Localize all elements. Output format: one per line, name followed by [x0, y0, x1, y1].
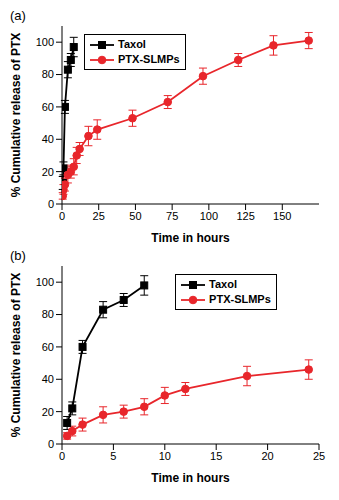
svg-text:40: 40 [42, 133, 54, 145]
svg-text:60: 60 [42, 101, 54, 113]
svg-text:15: 15 [210, 450, 222, 462]
html-text:PTX-SLMPs: PTX-SLMPs [118, 53, 180, 65]
svg-text:0: 0 [48, 198, 54, 210]
svg-text:20: 20 [261, 450, 273, 462]
html-text:(b): (b) [10, 248, 26, 263]
svg-text:80: 80 [42, 68, 54, 80]
svg-text:20: 20 [42, 406, 54, 418]
svg-text:Time in hours: Time in hours [151, 231, 230, 245]
svg-text:5: 5 [110, 450, 116, 462]
svg-text:125: 125 [236, 210, 254, 222]
svg-text:Time in hours: Time in hours [151, 471, 230, 485]
svg-text:60: 60 [42, 341, 54, 353]
svg-text:80: 80 [42, 308, 54, 320]
svg-text:150: 150 [273, 210, 291, 222]
svg-text:100: 100 [200, 210, 218, 222]
svg-text:% Cumulative release of PTX: % Cumulative release of PTX [9, 33, 23, 198]
html-text:PTX-SLMPs: PTX-SLMPs [209, 293, 271, 305]
svg-text:20: 20 [42, 166, 54, 178]
svg-text:100: 100 [36, 276, 54, 288]
svg-text:50: 50 [129, 210, 141, 222]
svg-text:0: 0 [59, 210, 65, 222]
svg-text:0: 0 [48, 438, 54, 450]
html-text:(a): (a) [10, 8, 26, 23]
svg-text:25: 25 [313, 450, 325, 462]
html-text:Taxol: Taxol [209, 278, 237, 290]
html-text:Taxol: Taxol [118, 38, 146, 50]
svg-text:75: 75 [166, 210, 178, 222]
svg-text:0: 0 [59, 450, 65, 462]
svg-text:25: 25 [93, 210, 105, 222]
svg-text:40: 40 [42, 373, 54, 385]
svg-text:100: 100 [36, 36, 54, 48]
svg-text:10: 10 [159, 450, 171, 462]
svg-text:% Cumulative release of PTX: % Cumulative release of PTX [9, 273, 23, 438]
